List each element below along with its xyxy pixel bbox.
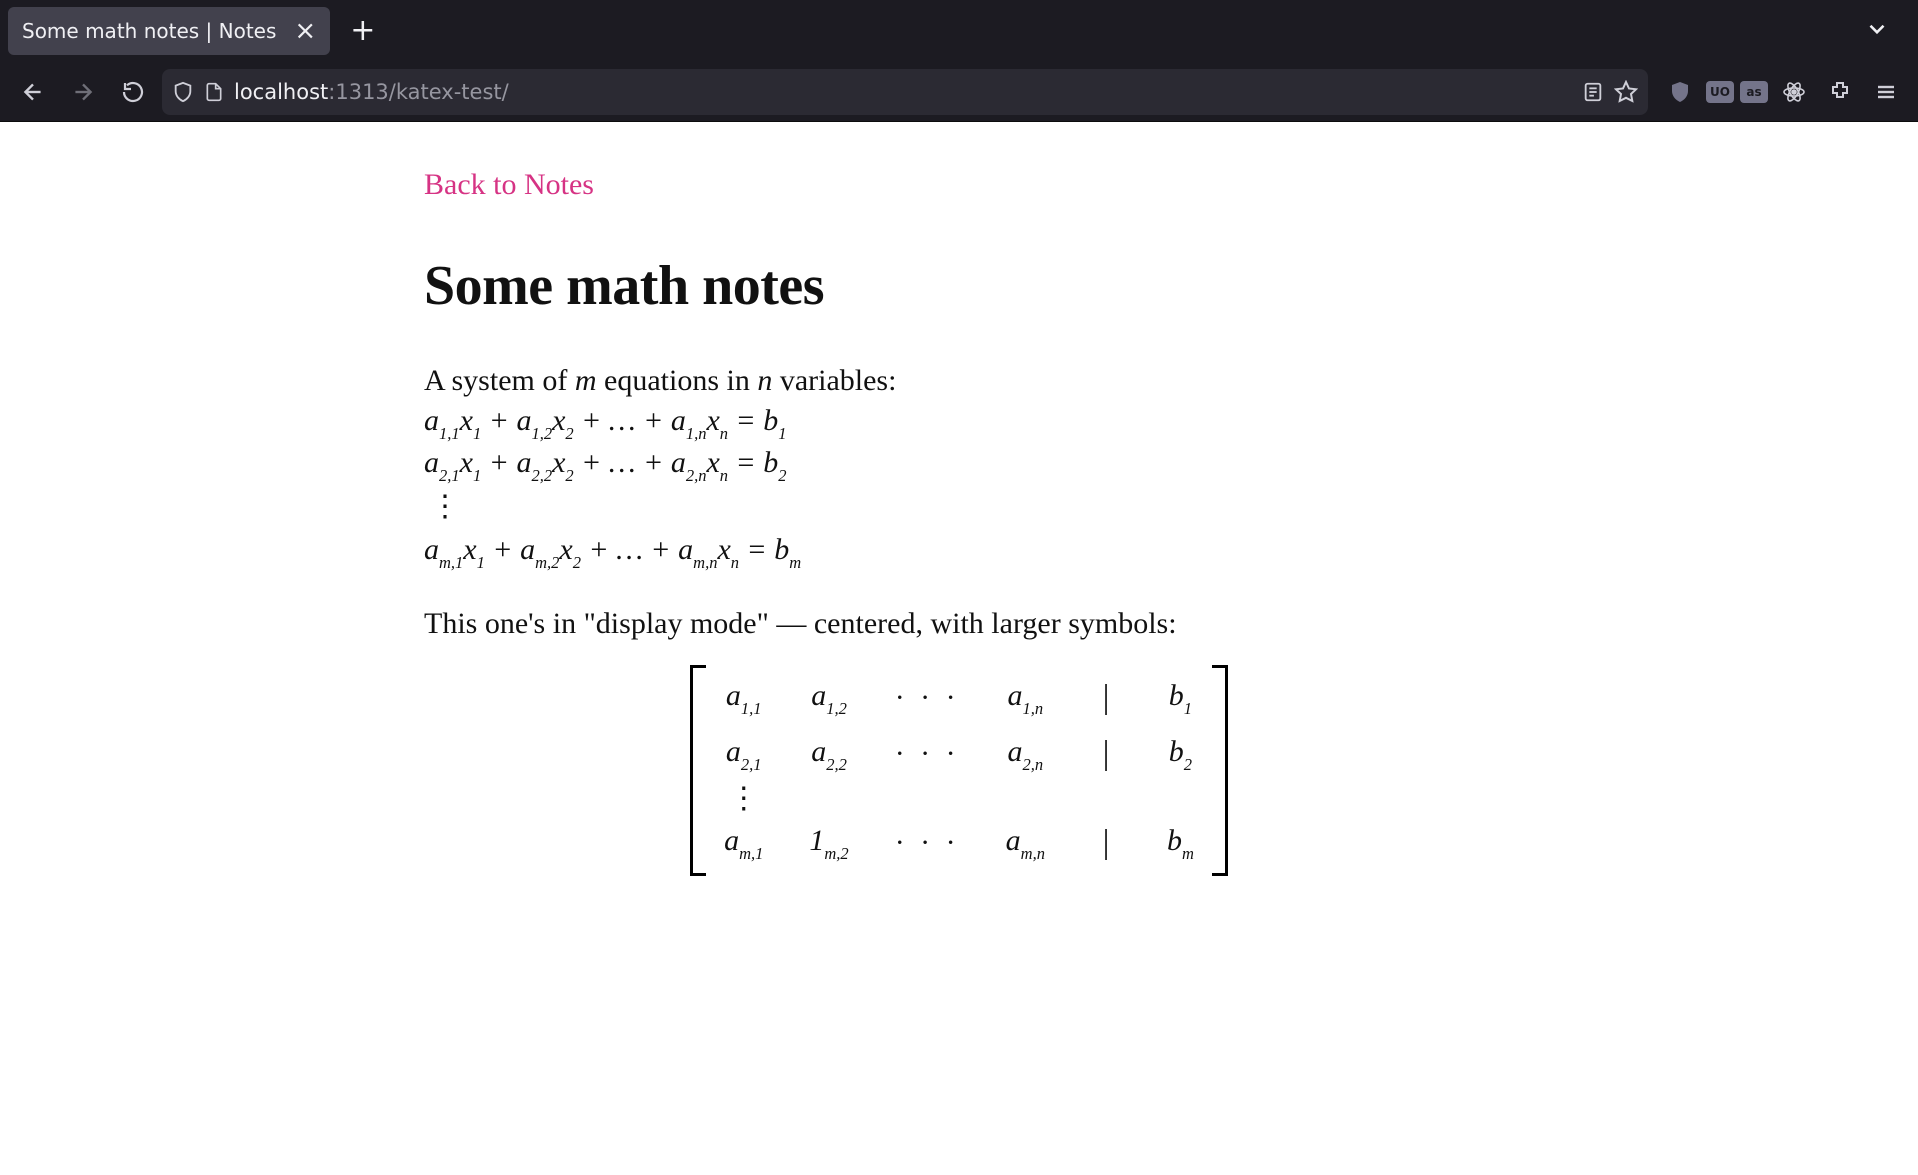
browser-chrome: Some math notes | Notes × + localhost: (0, 0, 1918, 122)
extension-badge-1[interactable]: UO (1706, 81, 1734, 103)
page-content: Back to Notes Some math notes A system o… (354, 122, 1564, 876)
browser-tab[interactable]: Some math notes | Notes × (8, 7, 330, 55)
back-to-notes-link[interactable]: Back to Notes (424, 168, 594, 201)
bookmark-icon[interactable] (1614, 80, 1638, 104)
matrix-left-bracket (690, 665, 706, 876)
app-menu-button[interactable] (1866, 72, 1906, 112)
nav-toolbar: localhost:1313/katex-test/ UO as (0, 62, 1918, 122)
page-icon (204, 82, 224, 102)
new-tab-button[interactable]: + (350, 16, 375, 46)
tab-title: Some math notes | Notes (22, 19, 276, 43)
url-path: :1313/katex-test/ (328, 80, 508, 104)
matrix-right-bracket (1212, 665, 1228, 876)
matrix-display: a1,1 a1,2 · · · a1,n | b1 a2,1 a2,2 · · … (424, 665, 1494, 876)
intro-paragraph: A system of m equations in n variables: (424, 362, 1494, 400)
extension-badge-2[interactable]: as (1740, 81, 1768, 103)
forward-button[interactable] (62, 71, 104, 113)
equation-row-m: am,1x1 + am,2x2 + … + am,nxn = bm (424, 533, 1494, 571)
url-host: localhost (234, 80, 328, 104)
page-viewport[interactable]: Back to Notes Some math notes A system o… (0, 122, 1918, 1175)
equation-row-2: a2,1x1 + a2,2x2 + … + a2,nxn = b2 (424, 446, 1494, 484)
extension-atom-icon[interactable] (1774, 72, 1814, 112)
matrix-grid: a1,1 a1,2 · · · a1,n | b1 a2,1 a2,2 · · … (706, 665, 1212, 876)
display-mode-paragraph: This one's in "display mode" — centered,… (424, 605, 1494, 643)
equation-row-1: a1,1x1 + a1,2x2 + … + a1,nxn = b1 (424, 404, 1494, 442)
close-tab-icon[interactable]: × (294, 18, 316, 44)
url-bar[interactable]: localhost:1313/katex-test/ (162, 69, 1648, 115)
toolbar-extensions: UO as (1656, 72, 1906, 112)
back-button[interactable] (12, 71, 54, 113)
page-title: Some math notes (424, 254, 1494, 318)
reload-button[interactable] (112, 71, 154, 113)
reader-mode-icon[interactable] (1582, 81, 1604, 103)
equation-vdots: ⋮ (424, 484, 1494, 530)
url-text: localhost:1313/katex-test/ (234, 80, 1572, 104)
tab-strip: Some math notes | Notes × + (0, 0, 1918, 62)
extensions-button[interactable] (1820, 72, 1860, 112)
list-tabs-button[interactable] (1844, 16, 1910, 46)
shield-icon[interactable] (172, 81, 194, 103)
extension-ublock-icon[interactable] (1660, 72, 1700, 112)
